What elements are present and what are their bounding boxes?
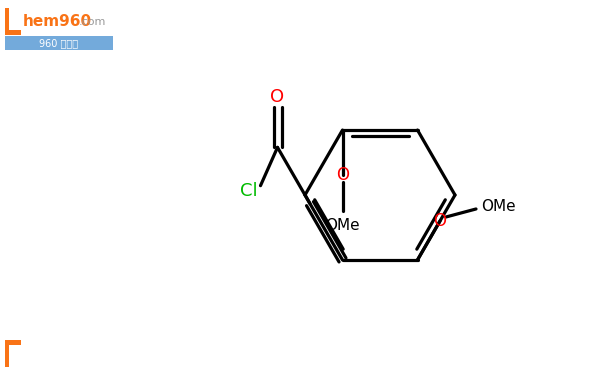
FancyBboxPatch shape <box>5 36 113 50</box>
Text: hem960: hem960 <box>23 15 92 30</box>
Text: .com: .com <box>79 17 106 27</box>
Text: Cl: Cl <box>240 182 257 200</box>
Text: O: O <box>434 212 446 230</box>
Text: 960 化工网: 960 化工网 <box>39 38 79 48</box>
Text: O: O <box>336 166 349 184</box>
Text: OMe: OMe <box>481 200 515 214</box>
Polygon shape <box>5 340 21 367</box>
Text: OMe: OMe <box>325 218 360 233</box>
Polygon shape <box>5 8 21 35</box>
Text: O: O <box>270 88 284 106</box>
